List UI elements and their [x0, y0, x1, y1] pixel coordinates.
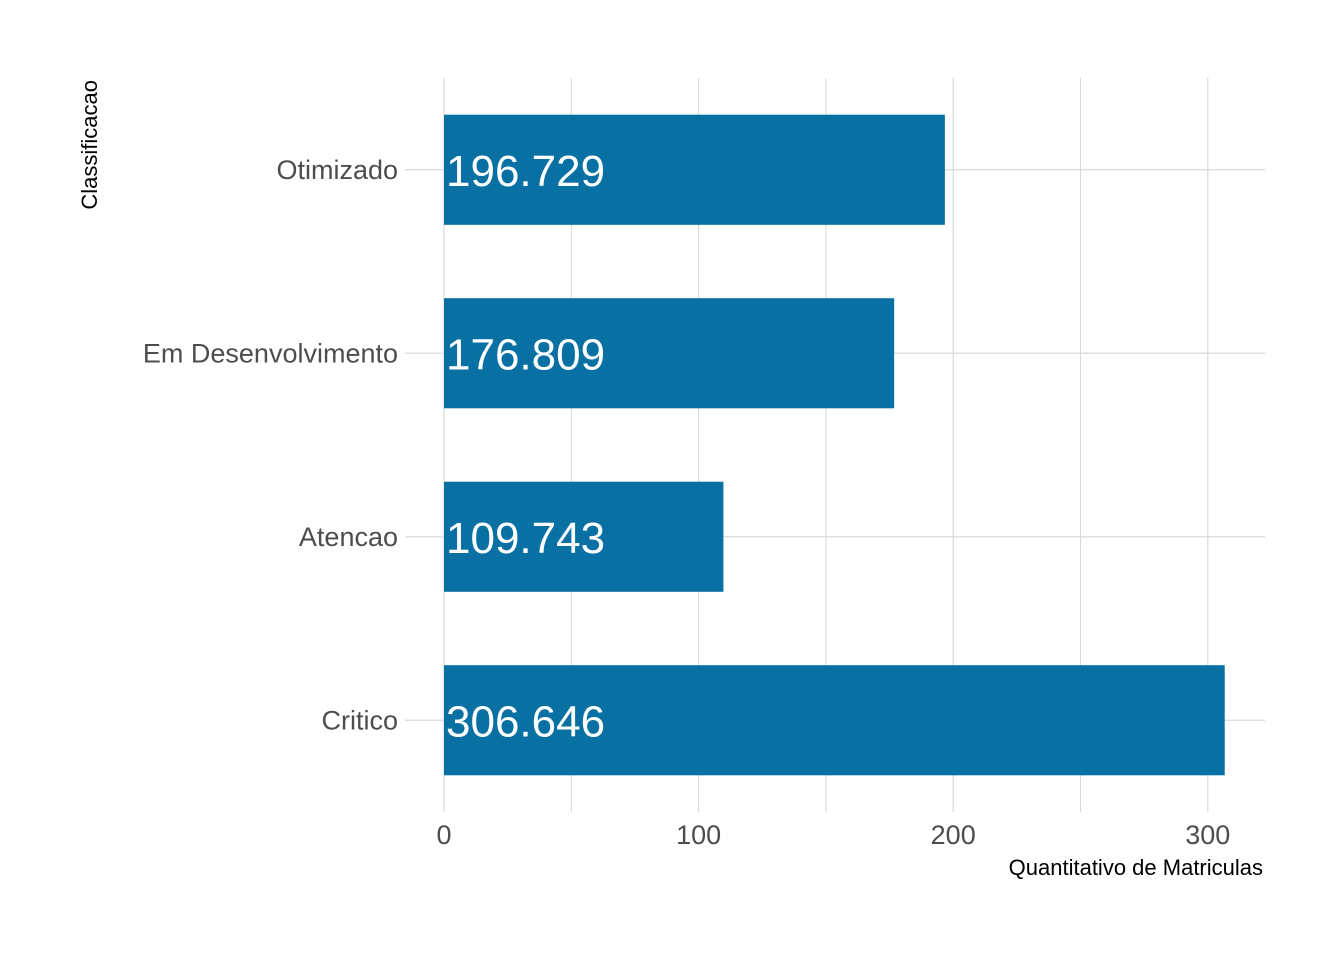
x-tick-label: 100	[676, 820, 721, 850]
y-tick-label: Atencao	[299, 522, 398, 552]
y-tick-label: Otimizado	[276, 155, 398, 185]
bar-value-label: 109.743	[446, 514, 605, 563]
bar	[444, 114, 945, 225]
bar-value-label: 176.809	[446, 330, 605, 379]
bars	[444, 114, 1225, 776]
y-tick-label: Critico	[321, 705, 398, 735]
bar-value-labels: 196.729 176.809 109.743 306.646	[446, 147, 605, 747]
bar-value-label: 306.646	[446, 697, 605, 746]
bar-value-label: 196.729	[446, 147, 605, 196]
x-tick-label: 200	[931, 820, 976, 850]
y-axis-tick-labels: Otimizado Em Desenvolvimento Atencao Critic…	[143, 155, 398, 736]
x-axis-title: Quantitativo de Matriculas	[1009, 855, 1263, 880]
x-tick-label: 0	[436, 820, 451, 850]
x-tick-label: 300	[1185, 820, 1230, 850]
x-axis-tick-labels: 0 100 200 300	[436, 820, 1230, 850]
bar	[444, 298, 895, 409]
y-axis-title: Classificacao	[77, 80, 102, 210]
y-tick-label: Em Desenvolvimento	[143, 338, 398, 368]
bar	[444, 665, 1225, 776]
bar	[444, 481, 724, 592]
